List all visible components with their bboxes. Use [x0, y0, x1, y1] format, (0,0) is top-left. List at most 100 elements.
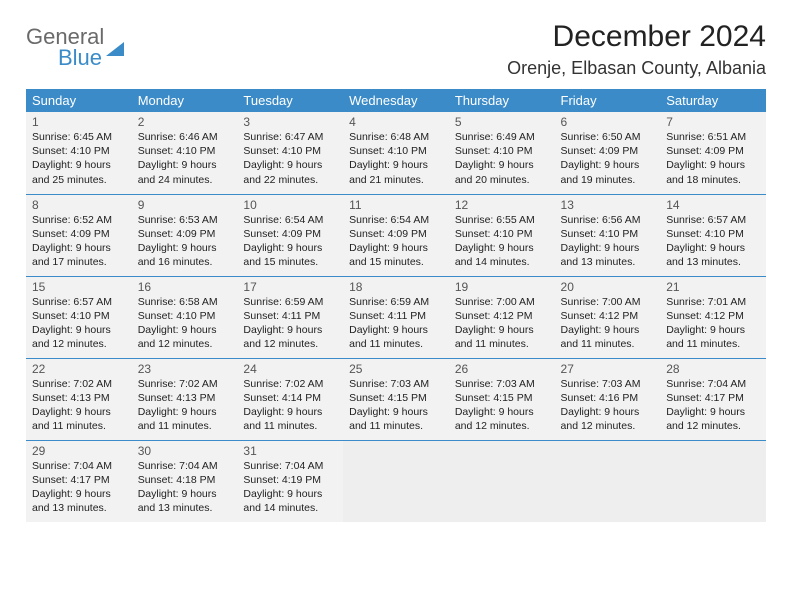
calendar-table: SundayMondayTuesdayWednesdayThursdayFrid…	[26, 89, 766, 522]
sunrise-line: Sunrise: 6:48 AM	[349, 130, 443, 144]
sunset-line: Sunset: 4:19 PM	[243, 473, 337, 487]
daylight-line: Daylight: 9 hours and 12 minutes.	[32, 323, 126, 351]
sunset-line: Sunset: 4:15 PM	[455, 391, 549, 405]
daylight-line: Daylight: 9 hours and 12 minutes.	[561, 405, 655, 433]
calendar-cell: 3Sunrise: 6:47 AMSunset: 4:10 PMDaylight…	[237, 112, 343, 194]
daylight-line: Daylight: 9 hours and 21 minutes.	[349, 158, 443, 186]
column-header: Monday	[132, 89, 238, 112]
sunrise-line: Sunrise: 6:57 AM	[666, 213, 760, 227]
logo-triangle-icon	[106, 42, 124, 56]
daylight-line: Daylight: 9 hours and 13 minutes.	[32, 487, 126, 515]
sunrise-line: Sunrise: 7:04 AM	[666, 377, 760, 391]
sunrise-line: Sunrise: 6:54 AM	[243, 213, 337, 227]
calendar-cell: 8Sunrise: 6:52 AMSunset: 4:09 PMDaylight…	[26, 194, 132, 276]
sunset-line: Sunset: 4:09 PM	[243, 227, 337, 241]
calendar-week: 15Sunrise: 6:57 AMSunset: 4:10 PMDayligh…	[26, 276, 766, 358]
logo: General Blue	[26, 26, 124, 69]
sunrise-line: Sunrise: 6:57 AM	[32, 295, 126, 309]
sunset-line: Sunset: 4:17 PM	[666, 391, 760, 405]
calendar-cell: 11Sunrise: 6:54 AMSunset: 4:09 PMDayligh…	[343, 194, 449, 276]
sunrise-line: Sunrise: 6:56 AM	[561, 213, 655, 227]
calendar-week: 29Sunrise: 7:04 AMSunset: 4:17 PMDayligh…	[26, 440, 766, 522]
logo-text: General Blue	[26, 26, 104, 69]
daylight-line: Daylight: 9 hours and 11 minutes.	[349, 323, 443, 351]
header: General Blue December 2024 Orenje, Elbas…	[26, 20, 766, 79]
sunset-line: Sunset: 4:09 PM	[138, 227, 232, 241]
day-number: 13	[561, 198, 655, 212]
daylight-line: Daylight: 9 hours and 15 minutes.	[243, 241, 337, 269]
daylight-line: Daylight: 9 hours and 12 minutes.	[666, 405, 760, 433]
calendar-header: SundayMondayTuesdayWednesdayThursdayFrid…	[26, 89, 766, 112]
daylight-line: Daylight: 9 hours and 22 minutes.	[243, 158, 337, 186]
sunrise-line: Sunrise: 6:47 AM	[243, 130, 337, 144]
daylight-line: Daylight: 9 hours and 16 minutes.	[138, 241, 232, 269]
daylight-line: Daylight: 9 hours and 12 minutes.	[243, 323, 337, 351]
sunset-line: Sunset: 4:15 PM	[349, 391, 443, 405]
sunrise-line: Sunrise: 7:03 AM	[349, 377, 443, 391]
daylight-line: Daylight: 9 hours and 13 minutes.	[666, 241, 760, 269]
sunset-line: Sunset: 4:10 PM	[455, 144, 549, 158]
title-block: December 2024 Orenje, Elbasan County, Al…	[507, 20, 766, 79]
sunset-line: Sunset: 4:10 PM	[32, 309, 126, 323]
sunset-line: Sunset: 4:10 PM	[666, 227, 760, 241]
sunrise-line: Sunrise: 7:00 AM	[455, 295, 549, 309]
day-number: 3	[243, 115, 337, 129]
day-number: 11	[349, 198, 443, 212]
daylight-line: Daylight: 9 hours and 17 minutes.	[32, 241, 126, 269]
sunset-line: Sunset: 4:10 PM	[561, 227, 655, 241]
sunset-line: Sunset: 4:16 PM	[561, 391, 655, 405]
calendar-body: 1Sunrise: 6:45 AMSunset: 4:10 PMDaylight…	[26, 112, 766, 522]
calendar-cell: 15Sunrise: 6:57 AMSunset: 4:10 PMDayligh…	[26, 276, 132, 358]
day-number: 27	[561, 362, 655, 376]
sunrise-line: Sunrise: 7:03 AM	[455, 377, 549, 391]
day-number: 10	[243, 198, 337, 212]
sunset-line: Sunset: 4:12 PM	[455, 309, 549, 323]
calendar-cell	[343, 440, 449, 522]
calendar-cell: 4Sunrise: 6:48 AMSunset: 4:10 PMDaylight…	[343, 112, 449, 194]
sunset-line: Sunset: 4:10 PM	[455, 227, 549, 241]
calendar-cell: 13Sunrise: 6:56 AMSunset: 4:10 PMDayligh…	[555, 194, 661, 276]
sunset-line: Sunset: 4:10 PM	[349, 144, 443, 158]
day-number: 20	[561, 280, 655, 294]
day-number: 30	[138, 444, 232, 458]
sunrise-line: Sunrise: 6:51 AM	[666, 130, 760, 144]
calendar-cell: 2Sunrise: 6:46 AMSunset: 4:10 PMDaylight…	[132, 112, 238, 194]
calendar-cell: 19Sunrise: 7:00 AMSunset: 4:12 PMDayligh…	[449, 276, 555, 358]
daylight-line: Daylight: 9 hours and 13 minutes.	[138, 487, 232, 515]
sunrise-line: Sunrise: 6:53 AM	[138, 213, 232, 227]
sunset-line: Sunset: 4:11 PM	[243, 309, 337, 323]
daylight-line: Daylight: 9 hours and 14 minutes.	[455, 241, 549, 269]
day-number: 12	[455, 198, 549, 212]
sunrise-line: Sunrise: 6:59 AM	[349, 295, 443, 309]
calendar-cell: 16Sunrise: 6:58 AMSunset: 4:10 PMDayligh…	[132, 276, 238, 358]
calendar-week: 1Sunrise: 6:45 AMSunset: 4:10 PMDaylight…	[26, 112, 766, 194]
calendar-cell: 23Sunrise: 7:02 AMSunset: 4:13 PMDayligh…	[132, 358, 238, 440]
daylight-line: Daylight: 9 hours and 11 minutes.	[138, 405, 232, 433]
day-number: 19	[455, 280, 549, 294]
sunset-line: Sunset: 4:09 PM	[349, 227, 443, 241]
calendar-cell: 20Sunrise: 7:00 AMSunset: 4:12 PMDayligh…	[555, 276, 661, 358]
calendar-cell	[555, 440, 661, 522]
calendar-cell: 27Sunrise: 7:03 AMSunset: 4:16 PMDayligh…	[555, 358, 661, 440]
calendar-cell: 25Sunrise: 7:03 AMSunset: 4:15 PMDayligh…	[343, 358, 449, 440]
day-number: 7	[666, 115, 760, 129]
calendar-cell: 7Sunrise: 6:51 AMSunset: 4:09 PMDaylight…	[660, 112, 766, 194]
sunset-line: Sunset: 4:13 PM	[32, 391, 126, 405]
daylight-line: Daylight: 9 hours and 13 minutes.	[561, 241, 655, 269]
sunrise-line: Sunrise: 6:46 AM	[138, 130, 232, 144]
sunrise-line: Sunrise: 6:59 AM	[243, 295, 337, 309]
day-number: 21	[666, 280, 760, 294]
daylight-line: Daylight: 9 hours and 19 minutes.	[561, 158, 655, 186]
sunset-line: Sunset: 4:10 PM	[243, 144, 337, 158]
calendar-cell: 18Sunrise: 6:59 AMSunset: 4:11 PMDayligh…	[343, 276, 449, 358]
sunrise-line: Sunrise: 6:54 AM	[349, 213, 443, 227]
daylight-line: Daylight: 9 hours and 12 minutes.	[455, 405, 549, 433]
calendar-cell: 22Sunrise: 7:02 AMSunset: 4:13 PMDayligh…	[26, 358, 132, 440]
sunrise-line: Sunrise: 7:03 AM	[561, 377, 655, 391]
day-number: 28	[666, 362, 760, 376]
sunset-line: Sunset: 4:12 PM	[561, 309, 655, 323]
sunrise-line: Sunrise: 7:04 AM	[243, 459, 337, 473]
calendar-cell: 10Sunrise: 6:54 AMSunset: 4:09 PMDayligh…	[237, 194, 343, 276]
sunset-line: Sunset: 4:11 PM	[349, 309, 443, 323]
sunset-line: Sunset: 4:14 PM	[243, 391, 337, 405]
